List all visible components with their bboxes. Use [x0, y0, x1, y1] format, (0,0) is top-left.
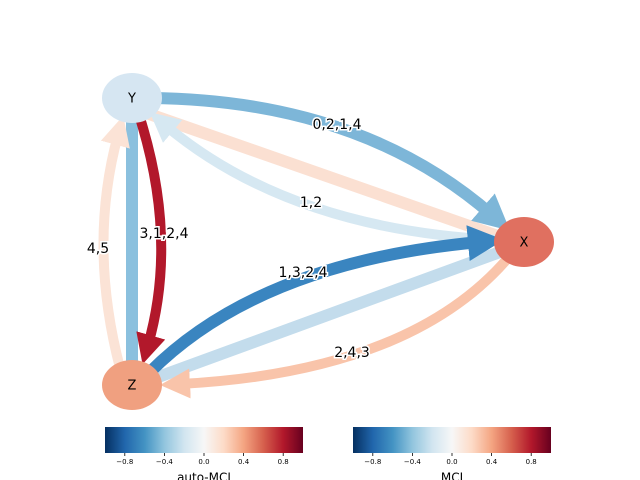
colorbars: −0.8 −0.4 0.0 0.4 0.8 auto-MCI −0.8 −0.4 0.0 0.4 0…	[105, 427, 551, 480]
edge	[149, 92, 511, 231]
tick-label: 0.0	[198, 458, 209, 466]
edge	[145, 225, 504, 377]
node-label: X	[520, 236, 529, 251]
edge	[160, 254, 512, 399]
tick-label: 0.0	[446, 458, 457, 466]
node-label: Z	[128, 379, 137, 394]
edge-labels: 0,2,1,4 1,2 3,1,2,4 4,5 1,3,2,4 2,4,3	[85, 116, 371, 363]
edge-label: 4,5	[87, 241, 109, 257]
node	[102, 73, 162, 123]
edge-label: 2,4,3	[334, 345, 370, 361]
edges	[98, 92, 512, 399]
tick-label: −0.4	[404, 458, 422, 466]
colorbar-title: MCI	[441, 471, 463, 480]
colorbar-title: auto-MCI	[177, 471, 231, 480]
edge-label: 1,3,2,4	[279, 265, 328, 281]
edge	[130, 102, 500, 242]
edge-label: 3,1,2,4	[140, 226, 189, 242]
edge	[135, 116, 167, 365]
edge-label: 1,2	[300, 195, 322, 211]
tick-label: −0.8	[116, 458, 133, 466]
tick-label: −0.4	[156, 458, 174, 466]
colorbar	[105, 427, 303, 453]
tick-label: 0.4	[486, 458, 498, 466]
tick-label: 0.8	[278, 458, 289, 466]
tick-label: 0.8	[526, 458, 537, 466]
nodes: Y X Z	[102, 73, 554, 410]
node	[102, 360, 162, 410]
edge	[147, 246, 503, 386]
node-label: Y	[127, 92, 136, 107]
tick-label: −0.8	[364, 458, 381, 466]
edge-label: 0,2,1,4	[313, 117, 362, 133]
tick-label: 0.4	[238, 458, 250, 466]
edge	[98, 115, 130, 370]
colorbar	[353, 427, 551, 453]
node	[494, 217, 554, 267]
edge	[149, 112, 501, 245]
